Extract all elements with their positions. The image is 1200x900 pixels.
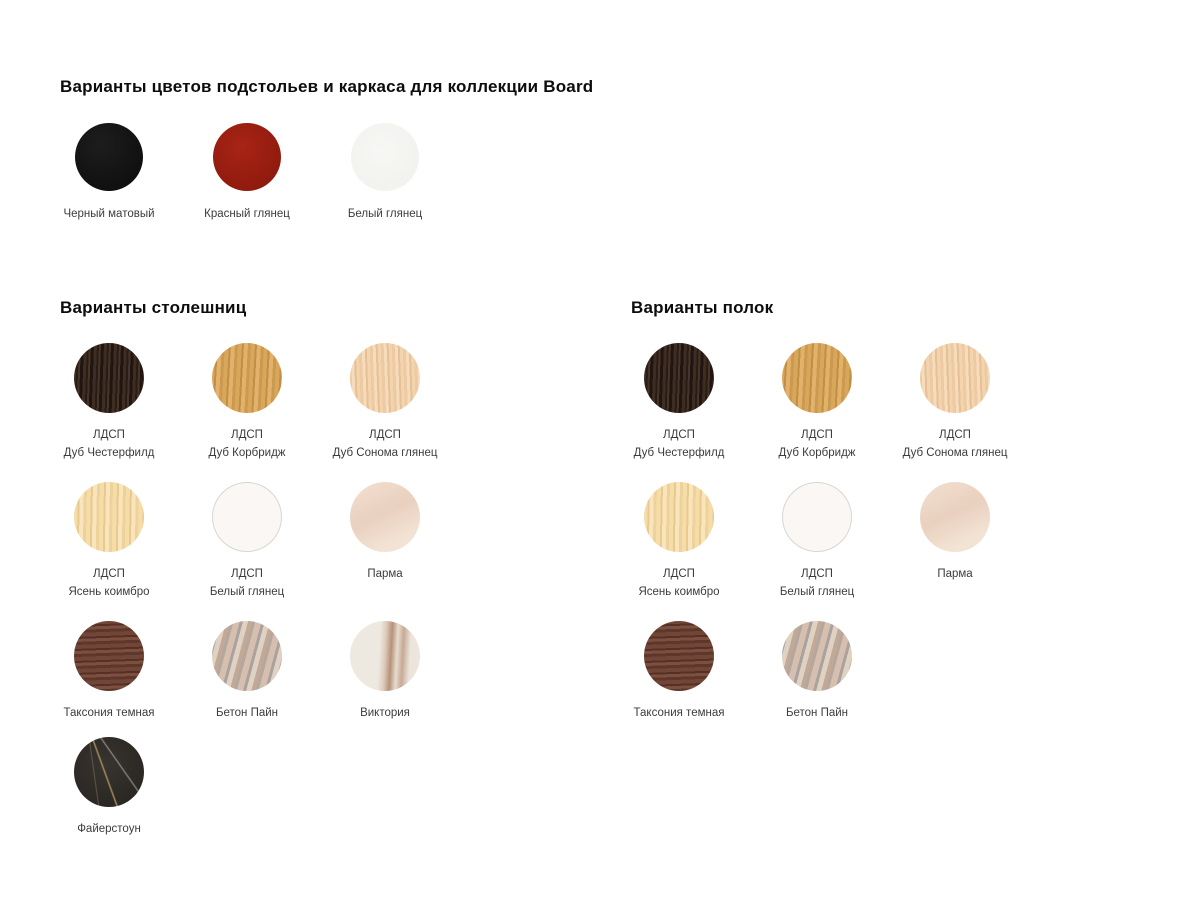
swatch-white-gloss-board: ЛДСП Белый глянец: [178, 482, 316, 601]
swatch-firestone: Файерстоун: [40, 737, 178, 838]
swatch-label: ЛДСП Дуб Честерфилд: [633, 429, 725, 459]
tabletops-section-title: Варианты столешниц: [60, 298, 247, 317]
swatch-label: ЛДСП Белый глянец: [209, 568, 285, 598]
taxonia-dark-swatch-circle: [644, 621, 714, 691]
swatch-parma: Парма: [316, 482, 454, 601]
sonoma-gloss-swatch-circle: [350, 343, 420, 413]
swatch-label: Парма: [937, 568, 973, 580]
shelves-section-title: Варианты полок: [631, 298, 774, 317]
swatch-label: Таксония темная: [633, 707, 725, 719]
swatch-oak-chesterfield: ЛДСП Дуб Честерфилд: [610, 343, 748, 462]
parma-swatch-circle: [920, 482, 990, 552]
swatch-label: ЛДСП Дуб Сонома глянец: [902, 429, 1008, 459]
shelf-row-3: Таксония темная Бетон Пайн: [610, 621, 886, 722]
oak-chesterfield-swatch-circle: [74, 343, 144, 413]
page-title: Варианты цветов подстольев и каркаса для…: [60, 77, 594, 96]
tabletop-row-2: ЛДСП Ясень коимбро ЛДСП Белый глянец Пар…: [40, 482, 454, 601]
swatch-label: Таксония темная: [63, 707, 155, 719]
swatch-white-gloss-board: ЛДСП Белый глянец: [748, 482, 886, 601]
swatch-label: ЛДСП Дуб Сонома глянец: [332, 429, 438, 459]
swatch-label: ЛДСП Дуб Корбридж: [208, 429, 286, 459]
swatch-taxonia-dark: Таксония темная: [40, 621, 178, 722]
swatch-oak-corbridge: ЛДСП Дуб Корбридж: [178, 343, 316, 462]
oak-corbridge-swatch-circle: [212, 343, 282, 413]
tabletop-row-4: Файерстоун: [40, 737, 178, 838]
swatch-sonoma-gloss: ЛДСП Дуб Сонома глянец: [886, 343, 1024, 462]
frame-colors-row: Черный матовый Красный глянец Белый глян…: [40, 123, 454, 223]
swatch-black-matte: Черный матовый: [40, 123, 178, 223]
victoria-swatch-circle: [350, 621, 420, 691]
swatch-label: ЛДСП Дуб Корбридж: [778, 429, 856, 459]
swatch-label: ЛДСП Дуб Честерфилд: [63, 429, 155, 459]
swatch-label: Красный глянец: [204, 208, 290, 220]
beton-pine-swatch-circle: [782, 621, 852, 691]
swatch-sonoma-gloss: ЛДСП Дуб Сонома глянец: [316, 343, 454, 462]
swatch-label: ЛДСП Ясень коимбро: [68, 568, 150, 598]
taxonia-dark-swatch-circle: [74, 621, 144, 691]
sonoma-gloss-swatch-circle: [920, 343, 990, 413]
oak-chesterfield-swatch-circle: [644, 343, 714, 413]
swatch-label: Виктория: [360, 707, 410, 719]
swatch-ash-coimbro: ЛДСП Ясень коимбро: [610, 482, 748, 601]
swatch-parma: Парма: [886, 482, 1024, 601]
red-gloss-swatch-circle: [213, 123, 281, 191]
black-matte-swatch-circle: [75, 123, 143, 191]
ash-coimbro-swatch-circle: [74, 482, 144, 552]
oak-corbridge-swatch-circle: [782, 343, 852, 413]
swatch-label: Черный матовый: [63, 208, 155, 220]
beton-pine-swatch-circle: [212, 621, 282, 691]
swatch-label: Парма: [367, 568, 403, 580]
swatch-label: Белый глянец: [347, 208, 423, 220]
ash-coimbro-swatch-circle: [644, 482, 714, 552]
white-gloss-swatch-circle: [351, 123, 419, 191]
shelf-row-1: ЛДСП Дуб Честерфилд ЛДСП Дуб Корбридж ЛД…: [610, 343, 1024, 462]
firestone-swatch-circle: [74, 737, 144, 807]
swatch-white-gloss: Белый глянец: [316, 123, 454, 223]
swatch-label: ЛДСП Ясень коимбро: [638, 568, 720, 598]
swatch-oak-chesterfield: ЛДСП Дуб Честерфилд: [40, 343, 178, 462]
swatch-label: Файерстоун: [77, 823, 141, 835]
tabletop-row-1: ЛДСП Дуб Честерфилд ЛДСП Дуб Корбридж ЛД…: [40, 343, 454, 462]
swatch-taxonia-dark: Таксония темная: [610, 621, 748, 722]
white-gloss-board-swatch-circle: [782, 482, 852, 552]
white-gloss-board-swatch-circle: [212, 482, 282, 552]
parma-swatch-circle: [350, 482, 420, 552]
shelf-row-2: ЛДСП Ясень коимбро ЛДСП Белый глянец Пар…: [610, 482, 1024, 601]
swatch-label: Бетон Пайн: [785, 707, 849, 719]
swatch-red-gloss: Красный глянец: [178, 123, 316, 223]
swatch-label: ЛДСП Белый глянец: [779, 568, 855, 598]
swatch-beton-pine: Бетон Пайн: [748, 621, 886, 722]
swatch-beton-pine: Бетон Пайн: [178, 621, 316, 722]
swatch-oak-corbridge: ЛДСП Дуб Корбридж: [748, 343, 886, 462]
swatch-victoria: Виктория: [316, 621, 454, 722]
swatch-label: Бетон Пайн: [215, 707, 279, 719]
tabletop-row-3: Таксония темная Бетон Пайн Виктория: [40, 621, 454, 722]
swatch-ash-coimbro: ЛДСП Ясень коимбро: [40, 482, 178, 601]
